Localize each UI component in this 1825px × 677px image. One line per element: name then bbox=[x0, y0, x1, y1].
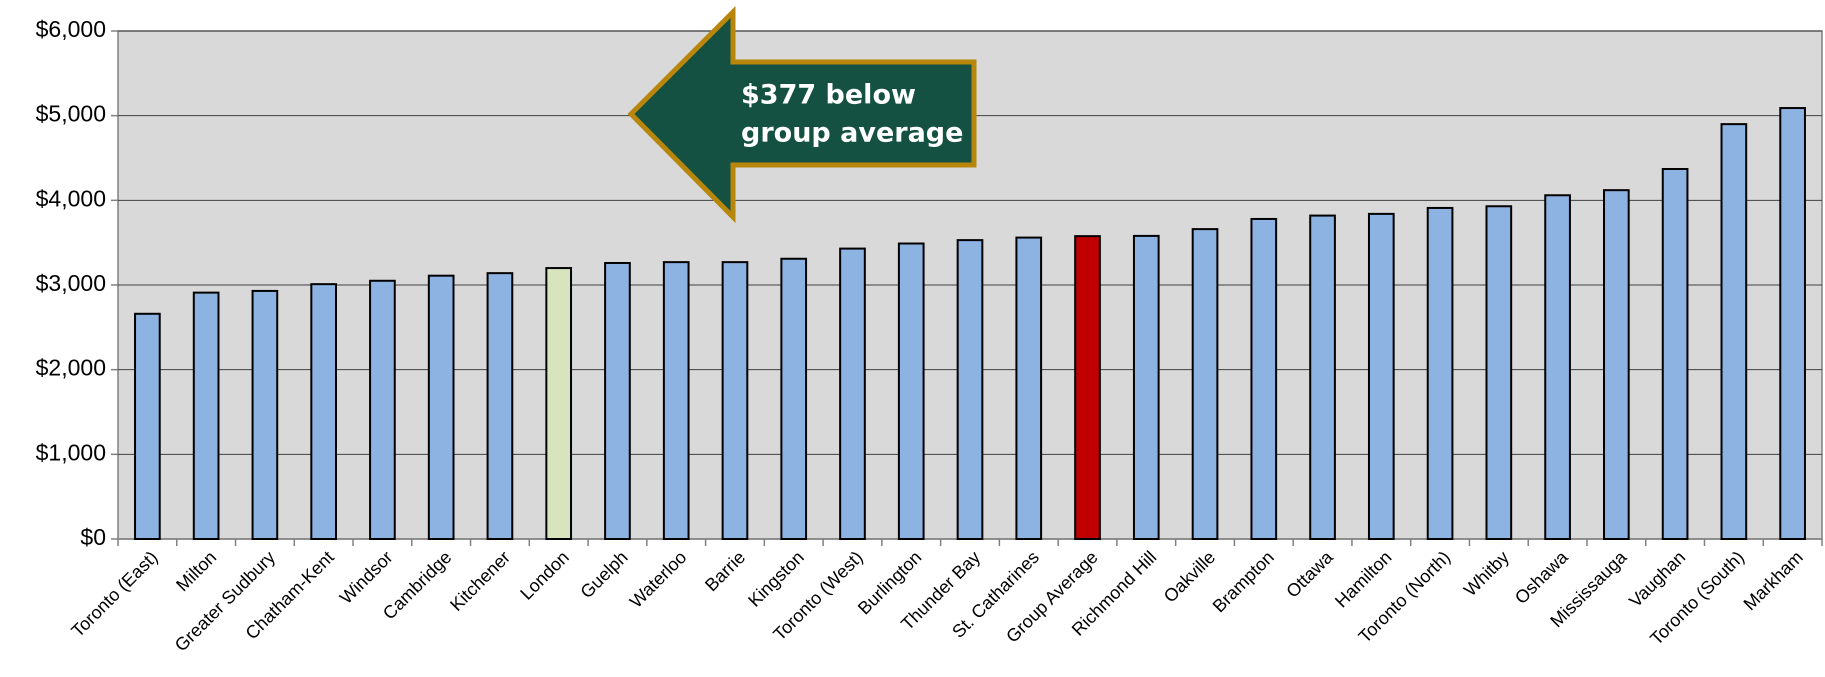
bar bbox=[1720, 123, 1748, 540]
x-tick-label: Toronto (East) bbox=[67, 547, 161, 641]
bar bbox=[1015, 236, 1043, 540]
annotation: group average bbox=[741, 118, 963, 149]
bar bbox=[1603, 189, 1630, 540]
bar bbox=[839, 247, 866, 541]
y-tick-label: $5,000 bbox=[36, 101, 106, 127]
y-tick-label: $4,000 bbox=[36, 185, 106, 211]
x-tick-label: Guelph bbox=[576, 547, 631, 602]
bar bbox=[1485, 205, 1513, 540]
annotation: $377 below bbox=[741, 80, 916, 111]
bar bbox=[1367, 212, 1395, 540]
bar bbox=[780, 257, 808, 540]
bar bbox=[1074, 235, 1101, 540]
bar bbox=[721, 261, 749, 540]
bar bbox=[1250, 217, 1278, 541]
annotation-arrow bbox=[627, 5, 977, 224]
x-tick-label: Ottawa bbox=[1282, 546, 1337, 601]
bar bbox=[1191, 228, 1219, 540]
x-tick-label: Oshawa bbox=[1511, 546, 1573, 608]
bar bbox=[545, 267, 573, 540]
bar bbox=[251, 289, 279, 540]
bar bbox=[604, 261, 631, 540]
bar bbox=[897, 242, 925, 540]
x-tick-label: Greater Sudbury bbox=[171, 547, 279, 655]
x-tick-label: Kitchener bbox=[446, 547, 514, 615]
bar bbox=[369, 279, 396, 540]
y-tick-label: $3,000 bbox=[36, 270, 106, 296]
y-tick-label: $2,000 bbox=[36, 355, 106, 381]
bar bbox=[192, 291, 220, 540]
x-tick-label: London bbox=[516, 547, 573, 604]
bar bbox=[134, 312, 161, 540]
bar bbox=[1661, 168, 1689, 541]
y-tick-label: $1,000 bbox=[36, 439, 106, 465]
bar bbox=[1544, 194, 1571, 540]
x-tick-label: Whitby bbox=[1460, 547, 1513, 600]
bar bbox=[310, 283, 337, 540]
x-tick-label: Waterloo bbox=[626, 547, 691, 612]
bar bbox=[486, 272, 514, 540]
bar bbox=[662, 261, 690, 540]
x-tick-label: Windsor bbox=[336, 547, 397, 608]
x-tick-label: Milton bbox=[172, 547, 220, 595]
bar bbox=[1779, 107, 1806, 541]
bar bbox=[1309, 214, 1336, 540]
bar bbox=[956, 239, 984, 540]
x-tick-label: Markham bbox=[1740, 547, 1807, 614]
x-tick-label: Barrie bbox=[701, 547, 749, 595]
x-tick-label: Brampton bbox=[1209, 547, 1278, 616]
y-tick-label: $0 bbox=[80, 524, 106, 550]
bar bbox=[1132, 234, 1160, 540]
x-tick-label: Oakville bbox=[1160, 547, 1219, 606]
bar bbox=[427, 274, 455, 540]
bar bbox=[1426, 206, 1454, 540]
y-tick-label: $6,000 bbox=[36, 16, 106, 42]
